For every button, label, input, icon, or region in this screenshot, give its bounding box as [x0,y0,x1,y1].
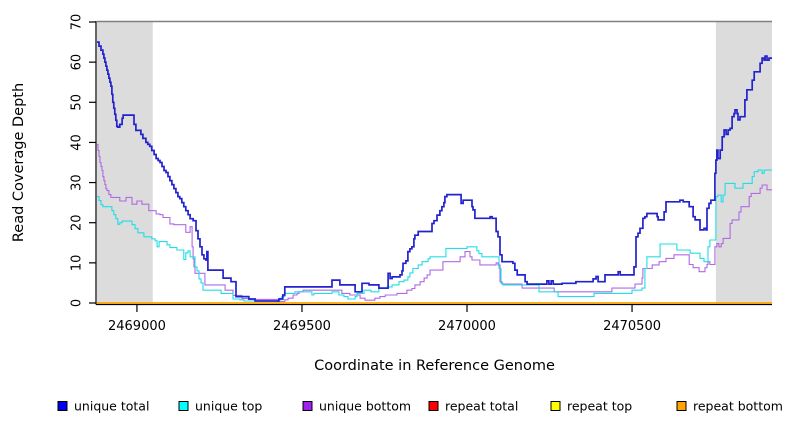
repeat-region-shading [97,21,772,304]
y-tick-label: 40 [70,134,85,151]
y-tick-label: 20 [70,214,85,231]
legend-swatch [302,401,313,411]
legend-item-repeat-total: repeat total [428,399,518,414]
x-tick-label: 2469000 [108,319,166,334]
legend-label: unique bottom [319,399,411,414]
legend-label: repeat total [445,399,518,414]
legend-item-unique-top: unique top [178,399,262,414]
legend-label: unique top [195,399,262,414]
series-line-unique-top [97,169,772,302]
axes: 0 10 20 30 40 50 60 70 2469000 2469500 2470000 2470… [70,14,772,334]
y-tick-label: 50 [70,94,85,111]
legend-label: repeat top [567,399,632,414]
legend-swatch [428,401,439,411]
legend: unique total unique top unique bottom repea… [57,399,783,414]
legend-item-repeat-top: repeat top [550,399,632,414]
series-line-unique-total [97,41,772,302]
legend-swatch [676,401,687,411]
y-tick-label: 0 [70,299,85,307]
legend-swatch [57,401,68,411]
x-axis-title: Coordinate in Reference Genome [314,358,555,374]
legend-item-repeat-bottom: repeat bottom [676,399,783,414]
y-tick-label: 30 [70,174,85,191]
x-tick-label: 2469500 [273,319,331,334]
legend-label: unique total [74,399,149,414]
series-lines [97,41,772,304]
x-tick-label: 2470500 [603,319,661,334]
legend-item-unique-total: unique total [57,399,149,414]
legend-item-unique-bottom: unique bottom [302,399,411,414]
y-tick-label: 70 [70,14,85,31]
legend-swatch [550,401,561,411]
repeat-region-right [715,21,772,304]
y-tick-label: 60 [70,54,85,71]
legend-label: repeat bottom [693,399,783,414]
legend-swatch [178,401,189,411]
y-tick-label: 10 [70,255,85,272]
series-line-unique-bottom [97,143,772,302]
y-axis-title: Read Coverage Depth [11,83,27,242]
x-tick-label: 2470000 [438,319,496,334]
